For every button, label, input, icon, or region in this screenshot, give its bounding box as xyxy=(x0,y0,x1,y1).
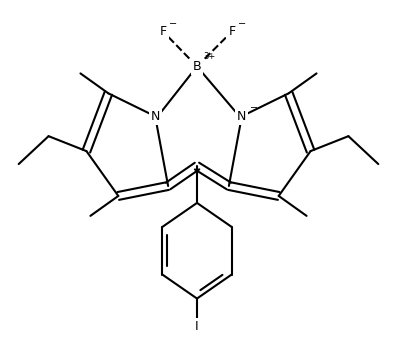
Text: −: − xyxy=(250,103,258,113)
Text: N: N xyxy=(150,110,160,123)
Text: I: I xyxy=(195,320,199,333)
Text: −: − xyxy=(238,19,246,29)
Text: F: F xyxy=(160,25,167,38)
Text: N: N xyxy=(237,110,246,123)
Text: F: F xyxy=(228,25,235,38)
Text: 3+: 3+ xyxy=(203,52,215,61)
Text: B: B xyxy=(193,60,201,73)
Text: −: − xyxy=(169,19,177,29)
